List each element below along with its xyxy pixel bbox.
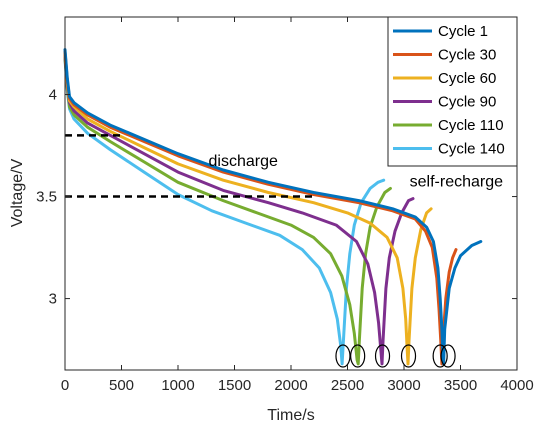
y-tick-label: 3.5 [36, 189, 57, 206]
ellipse-markers [335, 344, 456, 368]
legend-entry: Cycle 140 [438, 141, 505, 158]
x-ticks: 0 500 1000 1500 2000 2500 3000 3500 4000 [61, 17, 534, 394]
series-line-cycle-6 [63, 58, 386, 366]
legend-entry: Cycle 90 [438, 94, 496, 111]
x-tick-label: 1000 [161, 377, 194, 394]
x-tick-label: 3000 [387, 377, 420, 394]
series-line-cycle-5 [63, 56, 392, 366]
ellipse-marker-3 [374, 344, 391, 368]
ellipse-marker-2 [350, 344, 366, 368]
y-ticks: 33.54 [36, 87, 517, 308]
x-tick-label: 2500 [331, 377, 364, 394]
annotations: discharge self-recharge [209, 153, 504, 190]
legend-entry: Cycle 1 [438, 23, 488, 40]
series-line-cycle-4 [63, 54, 415, 366]
x-tick-label: 500 [109, 377, 134, 394]
x-axis-label: Time/s [267, 407, 314, 424]
ellipse-marker-1 [335, 344, 351, 368]
y-tick-label: 3 [49, 291, 57, 308]
annotation-2: self-recharge [410, 173, 503, 190]
x-tick-label: 0 [61, 377, 69, 394]
series-layer [63, 48, 483, 366]
legend-entry: Cycle 60 [438, 70, 496, 87]
annotation-1: discharge [209, 153, 278, 170]
legend-box [387, 16, 518, 167]
legend-entry: Cycle 30 [438, 47, 496, 64]
x-tick-label: 3500 [444, 377, 477, 394]
x-tick-label: 1500 [218, 377, 251, 394]
legend: Cycle 1 Cycle 30 Cycle 60 Cycle 90 Cycle 110… [387, 16, 518, 167]
ellipse-marker-4 [400, 344, 417, 368]
y-axis-label: Voltage/V [9, 158, 26, 227]
x-tick-label: 2000 [274, 377, 307, 394]
x-tick-label: 4000 [500, 377, 533, 394]
reference-lines [65, 134, 314, 198]
legend-entry: Cycle 110 [438, 117, 504, 134]
ellipse-marker-6 [440, 344, 456, 368]
y-tick-label: 4 [49, 87, 57, 104]
series-line-cycle-3 [63, 52, 433, 366]
series-line-cycle-1 [63, 48, 483, 366]
ellipse-marker-5 [432, 344, 448, 368]
